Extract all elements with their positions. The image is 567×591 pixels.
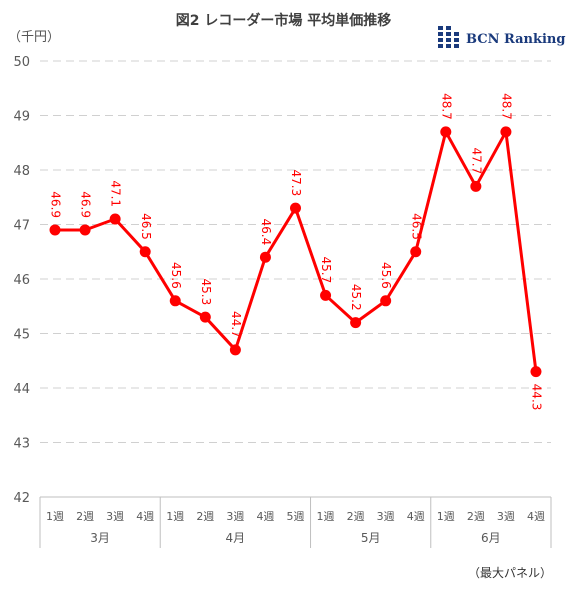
data-point: [410, 246, 422, 258]
data-point: [169, 295, 181, 307]
y-tick-label: 45: [13, 328, 30, 343]
bcn-logo: BCN Ranking: [438, 26, 565, 52]
x-tick-label: 1週: [317, 510, 335, 523]
data-label: 46.9: [79, 191, 93, 218]
data-label: 48.7: [439, 93, 453, 120]
x-tick-label: 4週: [136, 510, 154, 523]
x-tick-label: 2週: [347, 510, 365, 523]
data-label: 45.6: [379, 262, 393, 289]
y-tick-label: 47: [13, 219, 30, 234]
data-label: 47.1: [109, 180, 123, 207]
x-tick-label: 1週: [46, 510, 64, 523]
data-label: 46.5: [409, 213, 423, 240]
data-label: 46.9: [49, 191, 63, 218]
y-tick-label: 42: [13, 491, 30, 506]
x-tick-label: 3週: [226, 510, 244, 523]
data-point: [139, 246, 151, 258]
chart-title: 図2 レコーダー市場 平均単価推移: [175, 13, 392, 29]
x-tick-label: 3週: [377, 510, 395, 523]
data-label: 48.7: [499, 93, 513, 120]
y-tick-label: 43: [13, 437, 30, 452]
data-point: [259, 251, 271, 263]
data-point: [470, 180, 482, 192]
y-tick-label: 44: [13, 382, 30, 397]
data-label: 44.7: [229, 311, 243, 338]
y-tick-label: 49: [13, 110, 30, 125]
data-label: 45.2: [349, 284, 363, 311]
data-point: [530, 366, 542, 378]
group-label: 3月: [90, 531, 110, 545]
logo-text: BCN Ranking: [466, 31, 566, 47]
y-tick-label: 46: [13, 273, 30, 288]
y-tick-label: 50: [13, 55, 30, 70]
data-label: 47.3: [289, 169, 303, 196]
data-label: 46.5: [139, 213, 153, 240]
data-point: [350, 317, 362, 329]
data-label: 46.4: [259, 219, 273, 246]
group-label: 5月: [361, 531, 381, 545]
data-point: [109, 213, 121, 225]
data-point: [500, 126, 512, 138]
data-point: [49, 224, 61, 236]
x-tick-label: 4週: [256, 510, 274, 523]
x-tick-label: 2週: [76, 510, 94, 523]
data-label: 44.3: [530, 384, 544, 411]
x-tick-label: 4週: [407, 510, 425, 523]
data-point: [440, 126, 452, 138]
data-label: 45.3: [199, 279, 213, 306]
data-point: [229, 344, 241, 356]
footnote: （最大パネル）: [468, 566, 553, 580]
x-tick-label: 2週: [196, 510, 214, 523]
group-label: 6月: [481, 531, 501, 545]
y-axis-unit: （千円）: [8, 30, 61, 45]
data-point: [380, 295, 392, 307]
x-tick-label: 3週: [106, 510, 124, 523]
logo-grid-icon: [438, 26, 459, 48]
data-point: [79, 224, 91, 236]
x-tick-label: 5週: [287, 510, 305, 523]
data-point: [290, 202, 301, 214]
data-point: [199, 311, 211, 323]
data-point: [320, 289, 332, 301]
series-line: [55, 130, 538, 372]
data-label: 45.7: [319, 257, 333, 284]
data-label: 47.7: [469, 148, 483, 175]
x-tick-label: 1週: [166, 510, 184, 523]
y-tick-label: 48: [13, 164, 30, 179]
data-label: 45.6: [169, 262, 183, 289]
group-label: 4月: [226, 531, 246, 545]
x-tick-label: 4週: [527, 510, 545, 523]
x-tick-label: 1週: [437, 510, 455, 523]
x-tick-label: 2週: [467, 510, 485, 523]
x-tick-label: 3週: [497, 510, 515, 523]
